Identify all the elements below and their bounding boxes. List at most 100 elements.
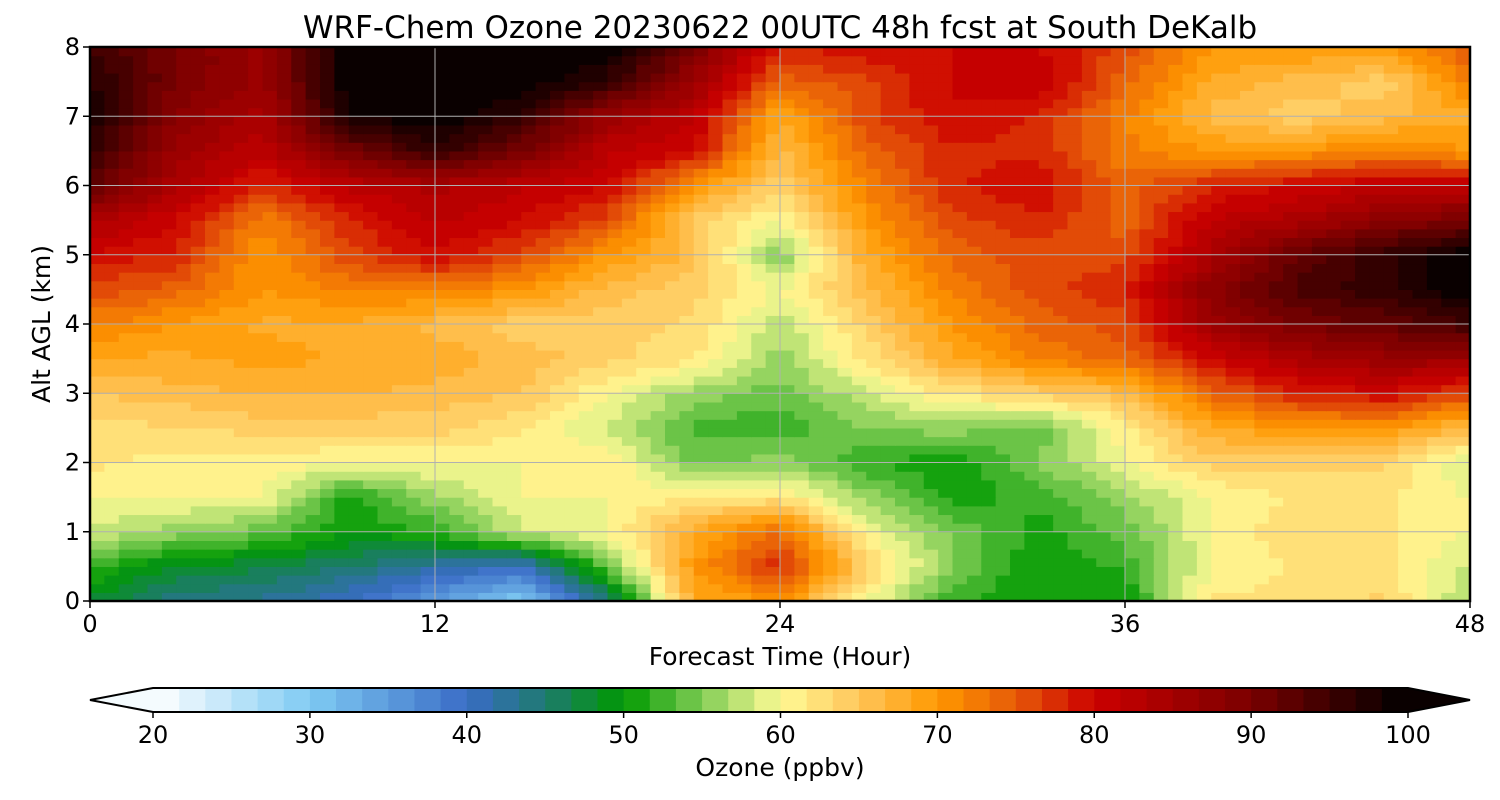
heatmap-cell (665, 410, 680, 420)
heatmap-cell (420, 220, 436, 230)
heatmap-cell (1153, 220, 1169, 230)
heatmap-cell (348, 211, 364, 221)
heatmap-cell (320, 471, 335, 481)
heatmap-cell (1225, 462, 1241, 472)
heatmap-cell (780, 324, 795, 334)
heatmap-cell (492, 159, 508, 169)
heatmap-cell (1125, 419, 1140, 429)
heatmap-cell (118, 237, 134, 247)
heatmap-cell (866, 298, 882, 308)
heatmap-cell (391, 280, 407, 290)
heatmap-cell (1225, 479, 1241, 490)
heatmap-cell (564, 523, 580, 533)
heatmap-cell (751, 150, 767, 161)
heatmap-cell (348, 453, 364, 464)
heatmap-cell (1268, 393, 1284, 403)
heatmap-cell (938, 159, 954, 169)
heatmap-cell (262, 453, 278, 464)
heatmap-cell (966, 332, 982, 342)
heatmap-cell (1311, 393, 1327, 403)
heatmap-cell (233, 341, 249, 351)
heatmap-cell (176, 540, 192, 550)
heatmap-cell (176, 315, 192, 325)
heatmap-cell (406, 246, 422, 256)
heatmap-cell (923, 263, 939, 273)
heatmap-cell (895, 263, 910, 273)
heatmap-cell (621, 272, 637, 282)
heatmap-cell (305, 410, 321, 420)
heatmap-cell (1196, 315, 1212, 325)
heatmap-cell (909, 150, 925, 161)
heatmap-cell (794, 228, 810, 239)
heatmap-cell (952, 453, 968, 464)
heatmap-cell (808, 349, 824, 360)
heatmap-cell (190, 566, 206, 576)
heatmap-cell (780, 471, 795, 481)
heatmap-cell (1125, 358, 1140, 368)
heatmap-cell (406, 332, 422, 342)
heatmap-cell (118, 436, 134, 446)
heatmap-cell (1369, 246, 1385, 256)
heatmap-cell (1455, 263, 1471, 273)
heatmap-cell (233, 263, 249, 273)
heatmap-cell (751, 349, 767, 360)
heatmap-cell (995, 375, 1011, 386)
heatmap-cell (1355, 540, 1370, 550)
heatmap-cell (363, 488, 379, 498)
heatmap-cell (851, 237, 867, 247)
heatmap-cell (1010, 332, 1025, 342)
heatmap-cell (1283, 401, 1299, 412)
heatmap-cell (636, 367, 652, 377)
heatmap-cell (219, 549, 235, 559)
heatmap-cell (1455, 453, 1471, 464)
heatmap-cell (794, 315, 810, 325)
heatmap-cell (161, 289, 177, 299)
heatmap-cell (1254, 393, 1270, 403)
heatmap-cell (262, 575, 278, 585)
heatmap-cell (751, 575, 767, 585)
heatmap-cell (1340, 445, 1356, 455)
heatmap-cell (147, 471, 163, 481)
heatmap-cell (449, 246, 465, 256)
heatmap-cell (866, 254, 882, 265)
heatmap-cell (406, 194, 422, 204)
heatmap-cell (952, 298, 968, 308)
heatmap-cell (406, 488, 422, 498)
heatmap-cell (1182, 349, 1198, 360)
heatmap-cell (1153, 479, 1169, 490)
heatmap-cell (176, 246, 192, 256)
heatmap-cell (1412, 220, 1428, 230)
heatmap-cell (780, 419, 795, 429)
heatmap-cell (420, 410, 436, 420)
heatmap-cell (506, 280, 522, 290)
heatmap-cell (478, 185, 494, 195)
heatmap-cell (449, 315, 465, 325)
heatmap-cell (1211, 220, 1227, 230)
heatmap-cell (118, 566, 134, 576)
heatmap-cell (564, 159, 580, 169)
heatmap-cell (1096, 401, 1112, 412)
heatmap-cell (909, 211, 925, 221)
heatmap-cell (118, 202, 134, 213)
heatmap-cell (851, 410, 867, 420)
heatmap-cell (1225, 220, 1241, 230)
heatmap-cell (1455, 523, 1471, 533)
heatmap-cell (377, 592, 393, 602)
heatmap-cell (550, 583, 565, 593)
heatmap-cell (1311, 194, 1327, 204)
heatmap-cell (1283, 176, 1299, 187)
heatmap-cell (665, 401, 680, 412)
heatmap-cell (636, 419, 652, 429)
heatmap-cell (1311, 272, 1327, 282)
heatmap-cell (463, 401, 479, 412)
heatmap-cell (205, 159, 220, 169)
heatmap-cell (1254, 410, 1270, 420)
heatmap-cell (564, 150, 580, 161)
heatmap-cell (938, 531, 954, 542)
heatmap-cell (1053, 341, 1069, 351)
heatmap-cell (334, 583, 350, 593)
heatmap-cell (348, 168, 364, 178)
heatmap-cell (1398, 523, 1414, 533)
heatmap-cell (90, 427, 105, 438)
heatmap-cell (1383, 358, 1399, 368)
